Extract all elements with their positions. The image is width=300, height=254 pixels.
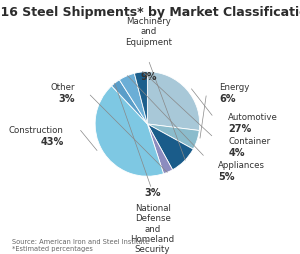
Text: Other: Other	[51, 83, 75, 91]
Text: 6%: 6%	[220, 93, 236, 103]
Wedge shape	[134, 72, 147, 124]
Text: Machinery
and
Equipment: Machinery and Equipment	[125, 17, 172, 46]
Text: 3%: 3%	[144, 187, 161, 197]
Wedge shape	[147, 124, 193, 170]
Wedge shape	[147, 124, 199, 150]
Text: 2016 Steel Shipments* by Market Classification: 2016 Steel Shipments* by Market Classifi…	[0, 6, 300, 19]
Text: Automotive: Automotive	[228, 112, 278, 121]
Wedge shape	[112, 81, 147, 124]
Text: Appliances: Appliances	[218, 161, 265, 170]
Text: National
Defense
and
Homeland
Security: National Defense and Homeland Security	[130, 204, 175, 253]
Text: 43%: 43%	[40, 136, 64, 146]
Text: Container: Container	[228, 137, 271, 146]
Text: Source: American Iron and Steel Institute
*Estimated percentages: Source: American Iron and Steel Institut…	[12, 239, 149, 251]
Text: Construction: Construction	[9, 125, 64, 134]
Text: 9%: 9%	[140, 72, 157, 82]
Wedge shape	[147, 124, 172, 174]
Text: 5%: 5%	[218, 171, 235, 182]
Wedge shape	[95, 87, 164, 177]
Text: Energy: Energy	[220, 83, 250, 91]
Wedge shape	[119, 74, 147, 124]
Text: 27%: 27%	[228, 123, 252, 133]
Wedge shape	[147, 72, 200, 131]
Text: 3%: 3%	[59, 93, 75, 103]
Text: 4%: 4%	[228, 148, 245, 157]
